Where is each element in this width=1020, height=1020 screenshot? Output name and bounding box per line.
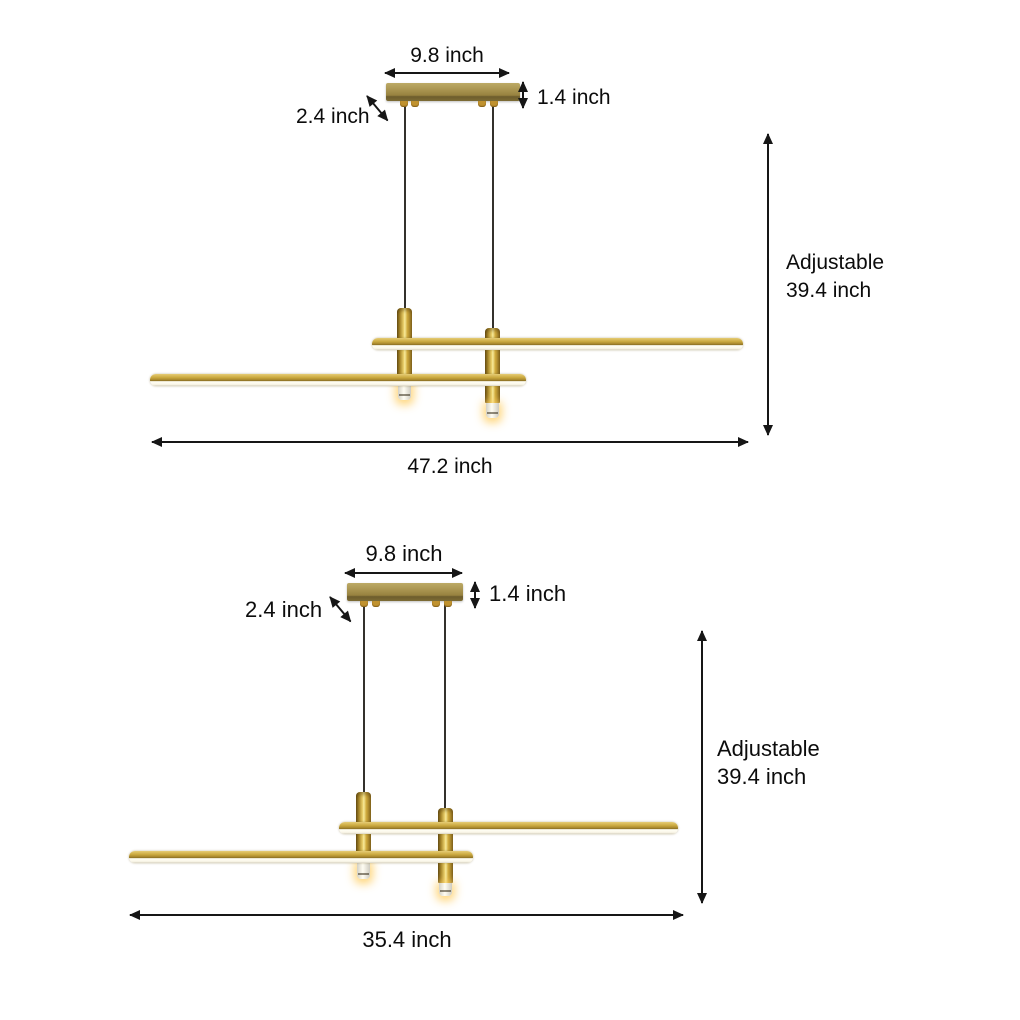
arrowhead-up-icon: [470, 581, 480, 592]
cylinder-glass-diffuser: [398, 382, 411, 400]
arrowhead-down-icon: [470, 598, 480, 609]
total-width-arrow: [129, 910, 684, 920]
cylinder-glass-diffuser: [439, 883, 452, 896]
canopy-mount-nub: [360, 601, 368, 607]
light-bar-lower: [150, 374, 526, 386]
pendant-cylinder-left: [356, 792, 371, 879]
canopy-mount-nub: [411, 101, 419, 107]
canopy-mount-nub: [444, 601, 452, 607]
cylinder-body: [438, 808, 453, 883]
canopy-mount-nub: [478, 101, 486, 107]
arrowhead-right-icon: [340, 610, 356, 626]
suspension-cable-right: [492, 101, 494, 328]
arrowhead-right-icon: [673, 910, 684, 920]
ceiling-canopy: [347, 583, 463, 607]
arrowhead-down-icon: [518, 98, 528, 109]
total-width-arrow: [151, 437, 749, 447]
cylinder-glass-diffuser: [357, 862, 370, 879]
arrowhead-left-icon: [344, 568, 355, 578]
arrowhead-left-icon: [129, 910, 140, 920]
adjustable-height-label: Adjustable 39.4 inch: [786, 249, 884, 305]
pendant-diameter-label: 2.4 inch: [296, 105, 370, 128]
arrowhead-right-icon: [499, 68, 510, 78]
canopy-width-label: 9.8 inch: [365, 541, 443, 566]
suspension-cable-left: [404, 101, 406, 308]
arrowhead-left-icon: [384, 68, 395, 78]
canopy-mount-nub: [432, 601, 440, 607]
arrowhead-down-icon: [697, 893, 707, 904]
canopy-height-arrow: [518, 81, 528, 109]
light-bar-upper: [372, 338, 743, 350]
ceiling-canopy: [386, 83, 520, 107]
adjustable-value: 39.4 inch: [717, 764, 807, 789]
cylinder-glass-diffuser: [486, 403, 499, 418]
canopy-height-arrow: [470, 581, 480, 609]
arrowhead-left-icon: [325, 593, 341, 608]
arrowhead-down-icon: [763, 425, 773, 436]
arrowhead-right-icon: [452, 568, 463, 578]
adjustable-height-arrow: [763, 133, 773, 436]
canopy-width-arrow: [384, 68, 510, 78]
total-width-label: 47.2 inch: [407, 455, 493, 478]
pendant-diameter-label: 2.4 inch: [245, 597, 323, 622]
canopy-height-label: 1.4 inch: [537, 86, 611, 109]
arrowhead-up-icon: [518, 81, 528, 92]
adjustable-height-label: Adjustable 39.4 inch: [717, 735, 820, 791]
arrowhead-up-icon: [763, 133, 773, 144]
light-bar-upper: [339, 822, 678, 834]
arrowhead-right-icon: [738, 437, 749, 447]
adjustable-text: Adjustable: [717, 736, 820, 761]
adjustable-text: Adjustable: [786, 251, 885, 274]
pendant-cylinder-left: [397, 308, 412, 400]
suspension-cable-right: [444, 601, 446, 808]
adjustable-value: 39.4 inch: [786, 279, 872, 302]
suspension-cable-left: [363, 601, 365, 792]
light-bar-lower: [129, 851, 473, 863]
canopy-mount-nub: [490, 101, 498, 107]
total-width-label: 35.4 inch: [362, 927, 452, 952]
arrowhead-left-icon: [151, 437, 162, 447]
arrowhead-up-icon: [697, 630, 707, 641]
adjustable-height-arrow: [697, 630, 707, 904]
canopy-width-label: 9.8 inch: [410, 44, 484, 67]
canopy-height-label: 1.4 inch: [489, 581, 567, 606]
canopy-mount-nub: [372, 601, 380, 607]
canopy-mount-nub: [400, 101, 408, 107]
canopy-width-arrow: [344, 568, 463, 578]
